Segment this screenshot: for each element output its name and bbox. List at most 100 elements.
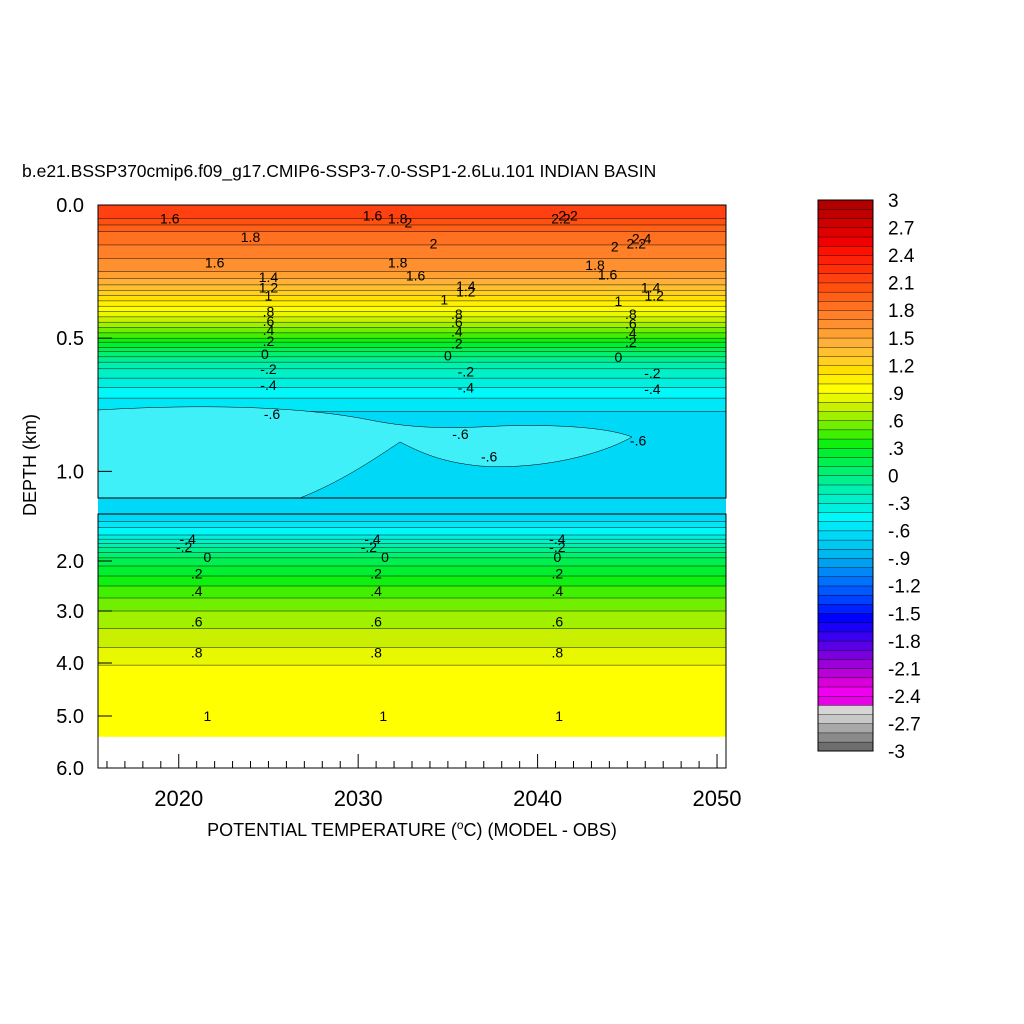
upper-panel <box>97 205 726 499</box>
field-band <box>98 215 726 218</box>
contour-label: -.6 <box>264 406 281 422</box>
field-band <box>98 695 726 698</box>
contour-label: -.2 <box>176 539 193 555</box>
field-band <box>98 252 726 255</box>
field-band <box>98 729 726 732</box>
field-band <box>98 388 726 391</box>
colorbar-swatch <box>817 585 874 596</box>
field-band <box>98 250 726 253</box>
field-band <box>98 660 726 663</box>
field-band <box>98 498 726 516</box>
field-band <box>98 705 726 708</box>
field-band <box>98 557 726 560</box>
field-band <box>98 547 726 550</box>
field-band <box>98 663 726 665</box>
field-band <box>98 466 726 468</box>
colorbar-label: 1.5 <box>888 329 914 350</box>
colorbar-label: -2.7 <box>888 714 921 735</box>
field-band <box>98 672 726 675</box>
field-band <box>98 254 726 257</box>
field-band <box>98 730 726 733</box>
field-band <box>98 320 726 323</box>
field-band <box>98 370 726 373</box>
y-tick-label: 0.0 <box>56 195 84 217</box>
field-band <box>98 525 726 528</box>
field-band <box>98 692 726 695</box>
field-band <box>98 447 726 450</box>
field-band <box>98 448 726 451</box>
colorbar-swatch <box>817 686 874 697</box>
colorbar-swatch <box>817 640 874 651</box>
field-band <box>98 392 726 395</box>
field-band <box>98 608 726 610</box>
field-band <box>98 595 726 597</box>
field-band <box>98 286 726 289</box>
colorbar-swatch <box>817 346 874 357</box>
colorbar-frame <box>817 199 874 752</box>
field-band <box>98 573 726 575</box>
colorbar-swatch <box>817 677 874 688</box>
field-band <box>98 731 726 734</box>
field-band <box>98 488 726 491</box>
field-band <box>98 470 726 472</box>
field-band <box>98 628 726 631</box>
field-band <box>98 484 726 487</box>
field-band <box>98 314 726 317</box>
field-band <box>98 523 726 526</box>
field-band <box>98 483 726 486</box>
field-band <box>98 408 726 411</box>
field-band <box>98 619 726 621</box>
colorbar-label: -3 <box>888 742 905 763</box>
field-band <box>98 563 726 565</box>
contour-label: .6 <box>263 313 275 329</box>
colorbar-swatch <box>817 355 874 366</box>
field-band <box>98 491 726 494</box>
field-band <box>98 338 726 341</box>
field-band <box>98 319 726 322</box>
x-tick-label: 2040 <box>513 786 562 811</box>
contour-label: 1.6 <box>205 254 225 270</box>
field-band <box>98 375 726 378</box>
field-band <box>98 330 726 333</box>
y-tick-label: 0.5 <box>56 328 84 350</box>
field-band <box>98 690 726 693</box>
field-band <box>98 331 726 334</box>
colorbar-swatch <box>817 704 874 715</box>
contour-label: 2.2 <box>551 210 571 226</box>
field-band <box>98 544 726 546</box>
field-band <box>98 416 726 419</box>
field-band <box>98 468 726 471</box>
field-band <box>98 574 726 576</box>
colorbar-label: -.6 <box>888 522 910 543</box>
field-band <box>98 528 726 531</box>
field-band <box>98 571 726 573</box>
field-band <box>98 240 726 243</box>
colorbar-swatch <box>817 447 874 458</box>
field-band <box>98 651 726 654</box>
field-band <box>98 294 726 297</box>
field-band <box>98 372 726 375</box>
colorbar-swatch <box>817 208 874 219</box>
field-band <box>98 208 726 211</box>
field-band <box>98 702 726 704</box>
colorbar-swatch <box>817 658 874 669</box>
field-band <box>98 581 726 583</box>
field-band <box>98 479 726 482</box>
contour-label: .8 <box>551 645 563 661</box>
field-band <box>98 279 726 282</box>
field-band <box>98 360 726 363</box>
field-band <box>98 614 726 616</box>
field-band <box>98 735 726 738</box>
field-band <box>98 300 726 303</box>
field-band <box>98 304 726 307</box>
field-band <box>98 212 726 215</box>
colorbar-swatch <box>817 328 874 339</box>
field-band <box>98 723 726 725</box>
field-band <box>98 529 726 532</box>
colorbar-swatch <box>817 291 874 302</box>
field-band <box>98 350 726 353</box>
field-band <box>98 638 726 640</box>
contour-label: 1.6 <box>598 266 618 282</box>
x-axis-label-post: C) (MODEL - OBS) <box>464 820 617 840</box>
contour-label: 1.6 <box>363 208 383 224</box>
